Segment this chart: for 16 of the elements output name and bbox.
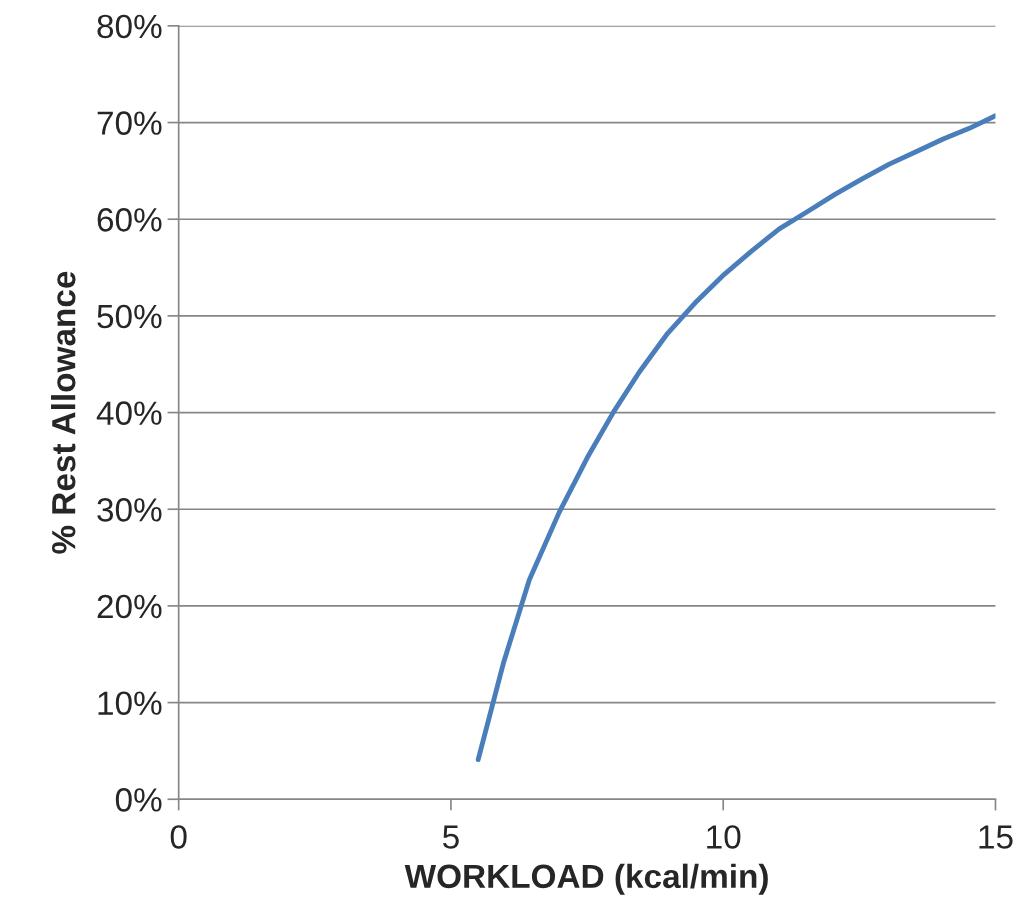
x-axis-title: WORKLOAD (kcal/min) xyxy=(404,863,768,895)
y-axis-title: % Rest Allowance xyxy=(51,271,76,554)
y-tick-label: 80% xyxy=(97,14,162,39)
x-tick-label: 10 xyxy=(707,825,741,849)
line-series xyxy=(475,113,996,763)
y-tick-label: 70% xyxy=(97,111,162,135)
y-tick-label: 30% xyxy=(97,498,162,522)
y-tick-label: 10% xyxy=(98,691,162,715)
x-tick-label: 15 xyxy=(979,825,1013,849)
y-tick-label: 60% xyxy=(97,208,162,232)
y-tick-label: 0% xyxy=(115,788,162,812)
y-tick-label: 20% xyxy=(97,594,162,619)
y-tick-label: 50% xyxy=(97,304,162,329)
x-tick-label: 5 xyxy=(443,825,459,849)
x-tick-label: 0 xyxy=(170,825,187,849)
y-tick-label: 40% xyxy=(96,401,162,425)
